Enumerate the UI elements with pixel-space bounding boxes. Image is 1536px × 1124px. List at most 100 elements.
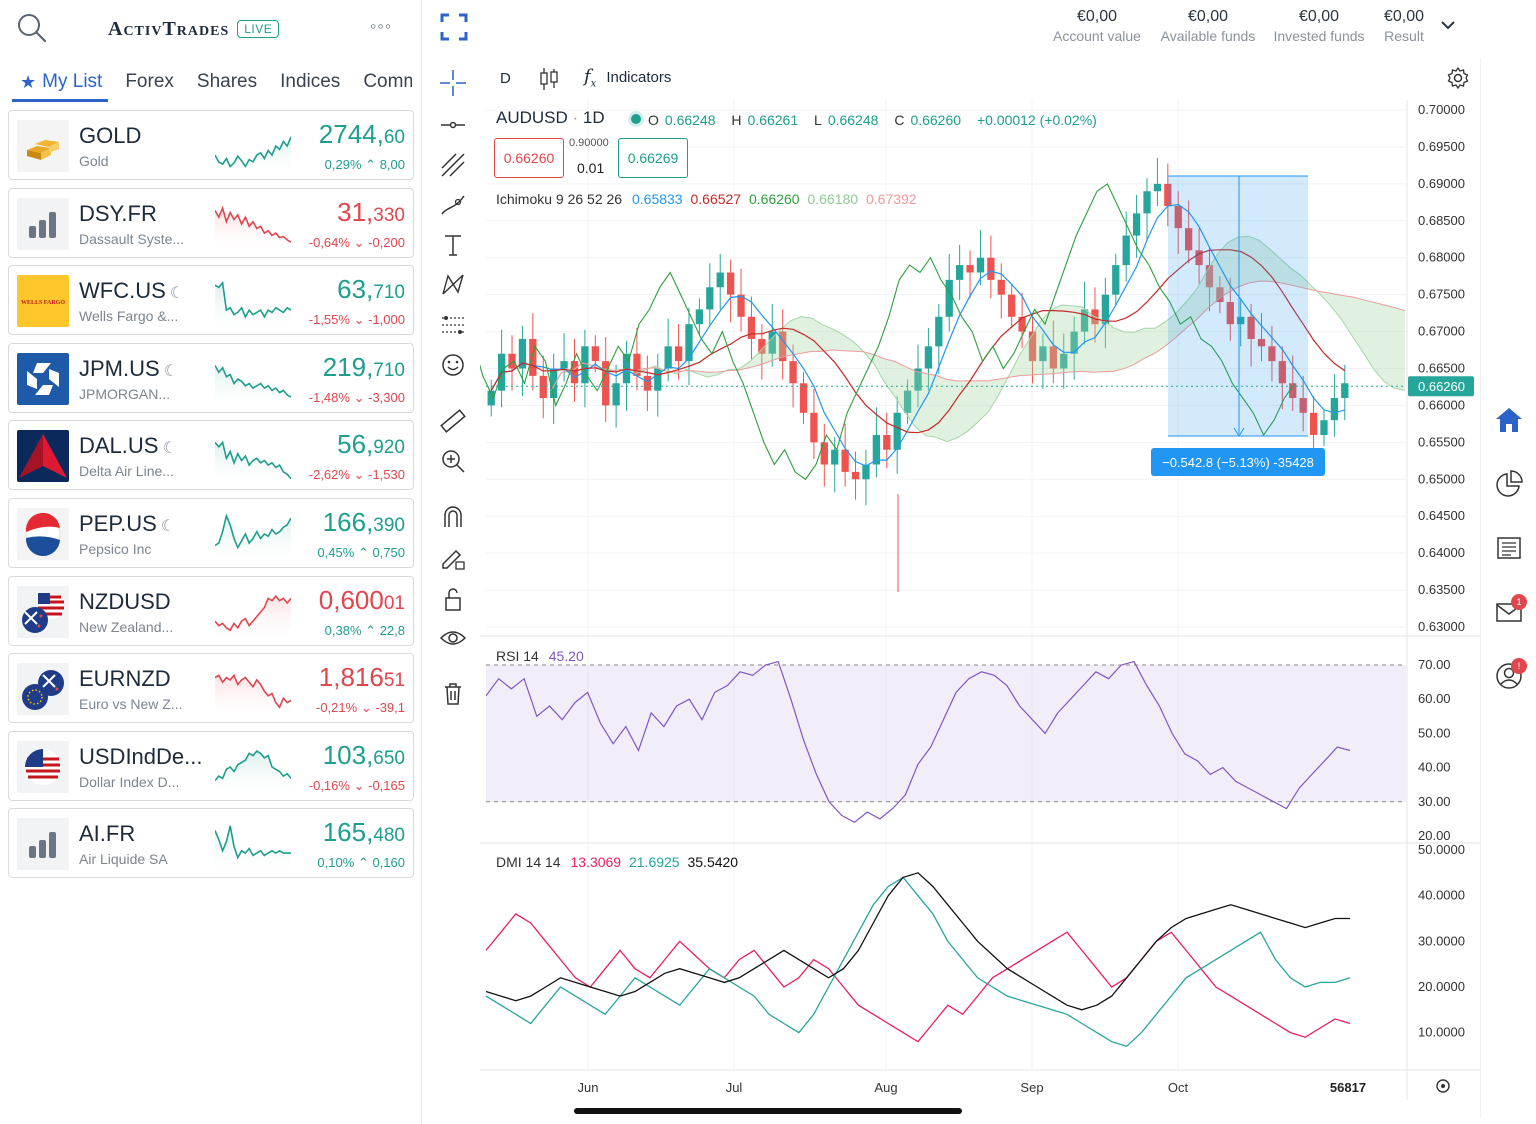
news-icon[interactable]: [1493, 532, 1525, 564]
candle: [779, 331, 787, 362]
indicators-button[interactable]: fx Indicators: [584, 66, 671, 90]
instrument-list: GOLD Gold 2744,60 0,29% ⌃ 8,00 DSY.FR Dassaul…: [8, 110, 414, 886]
axis-settings-icon[interactable]: [1436, 1079, 1450, 1093]
candle: [976, 257, 985, 273]
candle: [1164, 183, 1172, 207]
available-funds: €0,00 Available funds: [1157, 8, 1259, 44]
instrument-row[interactable]: GOLD Gold 2744,60 0,29% ⌃ 8,00: [8, 110, 414, 180]
candle: [903, 390, 912, 413]
fib-tool-icon[interactable]: [438, 150, 468, 180]
instrument-row[interactable]: PEP.US ☾ Pepsico Inc 166,390 0,45% ⌃ 0,750: [8, 497, 414, 568]
price-tick-label: 0.64000: [1418, 545, 1465, 560]
price-chart[interactable]: 0.70000 0.69500 0.69000 0.68500 0.68000 0.675…: [480, 100, 1480, 1100]
instrument-row[interactable]: EURNZD Euro vs New Z... 1,81651 -0,21% ⌄ -3…: [8, 653, 414, 724]
eu-nz-flags-icon: [17, 663, 69, 716]
candle: [1049, 346, 1057, 369]
gold-bars-icon: [17, 120, 69, 172]
rsi-band: [486, 665, 1406, 802]
text-tool-icon[interactable]: [438, 230, 468, 260]
sparkline: [215, 136, 291, 173]
price-tick-label: 0.64500: [1418, 508, 1465, 523]
candle: [841, 449, 849, 472]
more-options-icon[interactable]: ◦◦◦: [370, 16, 393, 36]
tab-shares[interactable]: Shares: [197, 64, 257, 102]
tab-indices[interactable]: Indices: [280, 64, 340, 102]
instrument-row[interactable]: NZDUSD New Zealand... 0,60001 0,38% ⌃ 22,8: [8, 575, 414, 646]
dmi-value-adx: 35.5420: [687, 854, 739, 870]
instrument-row[interactable]: AI.FR Air Liquide SA 165,480 0,10% ⌃ 0,160: [8, 808, 414, 879]
tab-my-list[interactable]: ★ My List: [12, 64, 109, 102]
price-tick-label: 0.65500: [1418, 434, 1465, 449]
fullscreen-icon[interactable]: [439, 12, 469, 42]
ichimoku-lagging-line: [480, 183, 1296, 481]
chevron-down-icon[interactable]: [1439, 16, 1457, 34]
candle: [508, 353, 516, 369]
candle: [945, 279, 953, 317]
candles-icon[interactable]: [538, 66, 560, 92]
candle: [893, 412, 901, 450]
ruler-icon[interactable]: [438, 406, 468, 436]
sell-button[interactable]: 0.66260: [494, 138, 564, 178]
instrument-name: Dassault Syste...: [79, 230, 185, 247]
instrument-row[interactable]: USDIndDe... Dollar Index D... 103,650 -0,16…: [8, 730, 414, 801]
instrument-price: 63,710: [337, 274, 405, 305]
result-label: Result: [1384, 28, 1424, 44]
time-tick-label: Jun: [578, 1080, 599, 1095]
eye-icon[interactable]: [438, 624, 468, 654]
instrument-row[interactable]: DAL.US ☾ Delta Air Line... 56,920 -2,62% ⌄ -…: [8, 420, 414, 491]
timeframe-button[interactable]: D: [500, 70, 511, 87]
lock-pencil-icon[interactable]: [438, 542, 468, 572]
time-tick-label: Aug: [874, 1080, 897, 1095]
ichimoku-base-line: [490, 249, 1346, 434]
instrument-row[interactable]: WELLS FARGO WFC.US ☾ Wells Fargo &... 63,710…: [8, 265, 414, 336]
candle: [831, 449, 839, 465]
candle: [1008, 294, 1016, 317]
zoom-in-icon[interactable]: [438, 446, 468, 476]
trash-icon[interactable]: [438, 678, 468, 708]
unlock-icon[interactable]: [438, 584, 468, 614]
low-value: 0.66248: [827, 112, 879, 128]
search-icon[interactable]: [16, 12, 48, 44]
prediction-tool-icon[interactable]: [438, 310, 468, 340]
account-value-amount: €0,00: [1076, 8, 1118, 25]
close-label: C: [894, 112, 905, 128]
gear-icon[interactable]: [1446, 66, 1470, 90]
smiley-icon[interactable]: [438, 350, 468, 380]
sparkline: [215, 441, 291, 484]
candle: [633, 353, 641, 376]
pattern-tool-icon[interactable]: [438, 270, 468, 300]
instrument-name: Pepsico Inc: [79, 540, 152, 557]
brush-icon[interactable]: [438, 190, 468, 220]
dmi-plus-line: [485, 876, 1351, 1048]
market-closed-moon-icon: ☾: [162, 440, 177, 458]
profile-icon[interactable]: [1493, 660, 1525, 692]
lot-size-input[interactable]: 0.01: [577, 160, 605, 176]
instrument-row[interactable]: DSY.FR Dassault Syste... 31,330 -0,64% ⌄ -0…: [8, 187, 414, 258]
dmi-tick-label: 10.0000: [1418, 1025, 1465, 1040]
ichimoku-value-conversion: 0.65833: [631, 191, 683, 207]
dmi-value-minus: 13.3069: [570, 854, 622, 870]
price-tick-label: 0.66000: [1418, 397, 1465, 412]
crosshair-icon[interactable]: [438, 68, 468, 98]
trend-line-icon[interactable]: [438, 110, 468, 140]
ohlc-legend: O 0.66248 H 0.66261 L 0.66248 C 0.66260 +0.0…: [648, 112, 1103, 128]
candle: [529, 338, 537, 376]
dmi-legend: DMI 14 14 13.3069 21.6925 35.5420: [496, 854, 738, 870]
candle: [1185, 228, 1193, 251]
instrument-row[interactable]: JPM.US ☾ JPMORGAN... 219,710 -1,48% ⌄ -3,300: [8, 342, 414, 413]
account-value-label: Account value: [1053, 28, 1141, 44]
magnet-icon[interactable]: [438, 502, 468, 532]
instrument-price: 56,920: [337, 429, 405, 460]
dmi-label: DMI 14 14: [496, 854, 561, 870]
market-closed-moon-icon: ☾: [163, 362, 179, 380]
lot-max: 0.90000: [569, 137, 609, 149]
tab-commodities[interactable]: Comm: [363, 64, 412, 102]
portfolio-pie-icon[interactable]: [1493, 468, 1525, 500]
home-icon[interactable]: [1493, 404, 1525, 436]
invested-funds: €0,00 Invested funds: [1269, 8, 1369, 44]
drawing-toolbar: [430, 58, 478, 1118]
candle: [758, 338, 766, 354]
buy-button[interactable]: 0.66269: [618, 138, 688, 178]
tab-forex[interactable]: Forex: [125, 64, 174, 102]
change-value: +0.00012 (+0.02%): [976, 112, 1097, 128]
